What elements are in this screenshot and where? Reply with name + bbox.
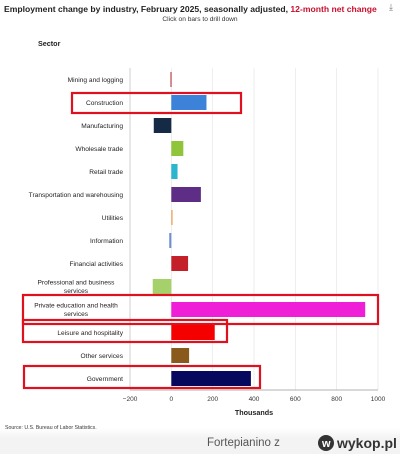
- download-icon[interactable]: ⤓: [389, 2, 393, 13]
- category-label: Wholesale trade: [75, 146, 123, 153]
- x-tick-label: 800: [331, 396, 342, 403]
- x-tick-label: 0: [170, 396, 174, 403]
- chart-title-highlight: 12-month net change: [290, 4, 376, 14]
- chart-title-main: Employment change by industry, February …: [4, 4, 288, 14]
- category-label: Manufacturing: [81, 123, 123, 130]
- bar[interactable]: [171, 210, 172, 225]
- wykop-logo-glyph: w: [321, 438, 331, 450]
- bar[interactable]: [171, 164, 177, 179]
- category-label: Utilities: [102, 215, 124, 222]
- bar[interactable]: [171, 141, 183, 156]
- bar[interactable]: [153, 279, 172, 294]
- category-label: Other services: [80, 353, 123, 360]
- category-label: Construction: [86, 100, 123, 107]
- category-label: Professional and business services: [38, 280, 116, 296]
- bar[interactable]: [171, 187, 201, 202]
- chart-subtitle: Click on bars to drill down: [0, 16, 400, 23]
- bar[interactable]: [171, 256, 188, 271]
- category-label: Retail trade: [89, 169, 123, 176]
- wykop-logo-text: wykop.pl: [336, 435, 397, 451]
- category-label-line: services: [64, 311, 89, 318]
- y-axis-label: Sector: [38, 39, 61, 48]
- x-tick-label: −200: [123, 396, 138, 403]
- category-label: Mining and logging: [68, 77, 124, 84]
- wykop-logo: w wykop.pl: [317, 434, 397, 452]
- bar[interactable]: [171, 72, 172, 87]
- watermark-user-name: Fortepianino: [207, 437, 271, 449]
- watermark-separator: z: [274, 437, 280, 449]
- category-label: Transportation and warehousing: [29, 192, 124, 199]
- chart-title: Employment change by industry, February …: [4, 4, 377, 14]
- x-axis-label: Thousands: [235, 408, 273, 417]
- watermark-user: Fortepianino z: [207, 437, 280, 449]
- x-tick-label: 200: [207, 396, 218, 403]
- bar[interactable]: [171, 325, 214, 340]
- bar[interactable]: [171, 371, 251, 386]
- x-tick-label: 1000: [371, 396, 386, 403]
- category-label-line: Professional and business: [38, 280, 116, 287]
- bar[interactable]: [154, 118, 172, 133]
- bar[interactable]: [171, 95, 206, 110]
- bar[interactable]: [169, 233, 171, 248]
- bar[interactable]: [171, 348, 189, 363]
- x-tick-label: 400: [249, 396, 260, 403]
- x-tick-label: 600: [290, 396, 301, 403]
- bar[interactable]: [171, 302, 365, 317]
- category-label: Financial activities: [69, 261, 123, 268]
- category-label-line: Private education and health: [34, 303, 118, 310]
- category-label: Leisure and hospitality: [57, 330, 123, 337]
- category-label: Government: [87, 376, 123, 383]
- category-label: Information: [90, 238, 123, 245]
- category-label: Private education and health services: [34, 303, 118, 319]
